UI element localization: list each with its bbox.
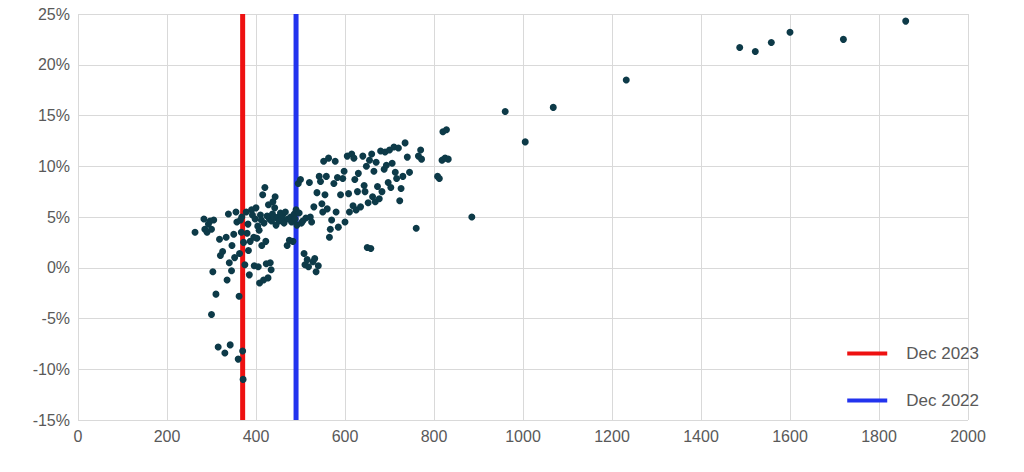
svg-text:Dec 2023: Dec 2023 <box>906 344 979 363</box>
svg-text:1400: 1400 <box>683 428 719 445</box>
svg-text:2000: 2000 <box>950 428 986 445</box>
svg-text:200: 200 <box>154 428 181 445</box>
svg-text:25%: 25% <box>38 6 70 23</box>
svg-text:5%: 5% <box>47 209 70 226</box>
svg-text:15%: 15% <box>38 107 70 124</box>
svg-text:800: 800 <box>421 428 448 445</box>
svg-text:-15%: -15% <box>33 412 70 429</box>
svg-text:-10%: -10% <box>33 361 70 378</box>
svg-text:1200: 1200 <box>594 428 630 445</box>
svg-text:0: 0 <box>74 428 83 445</box>
svg-text:10%: 10% <box>38 158 70 175</box>
svg-text:20%: 20% <box>38 56 70 73</box>
svg-text:-5%: -5% <box>42 310 70 327</box>
svg-text:Dec 2022: Dec 2022 <box>906 391 979 410</box>
svg-text:400: 400 <box>243 428 270 445</box>
svg-text:1600: 1600 <box>772 428 808 445</box>
svg-text:1000: 1000 <box>505 428 541 445</box>
svg-text:0%: 0% <box>47 259 70 276</box>
svg-text:600: 600 <box>332 428 359 445</box>
svg-text:1800: 1800 <box>861 428 897 445</box>
